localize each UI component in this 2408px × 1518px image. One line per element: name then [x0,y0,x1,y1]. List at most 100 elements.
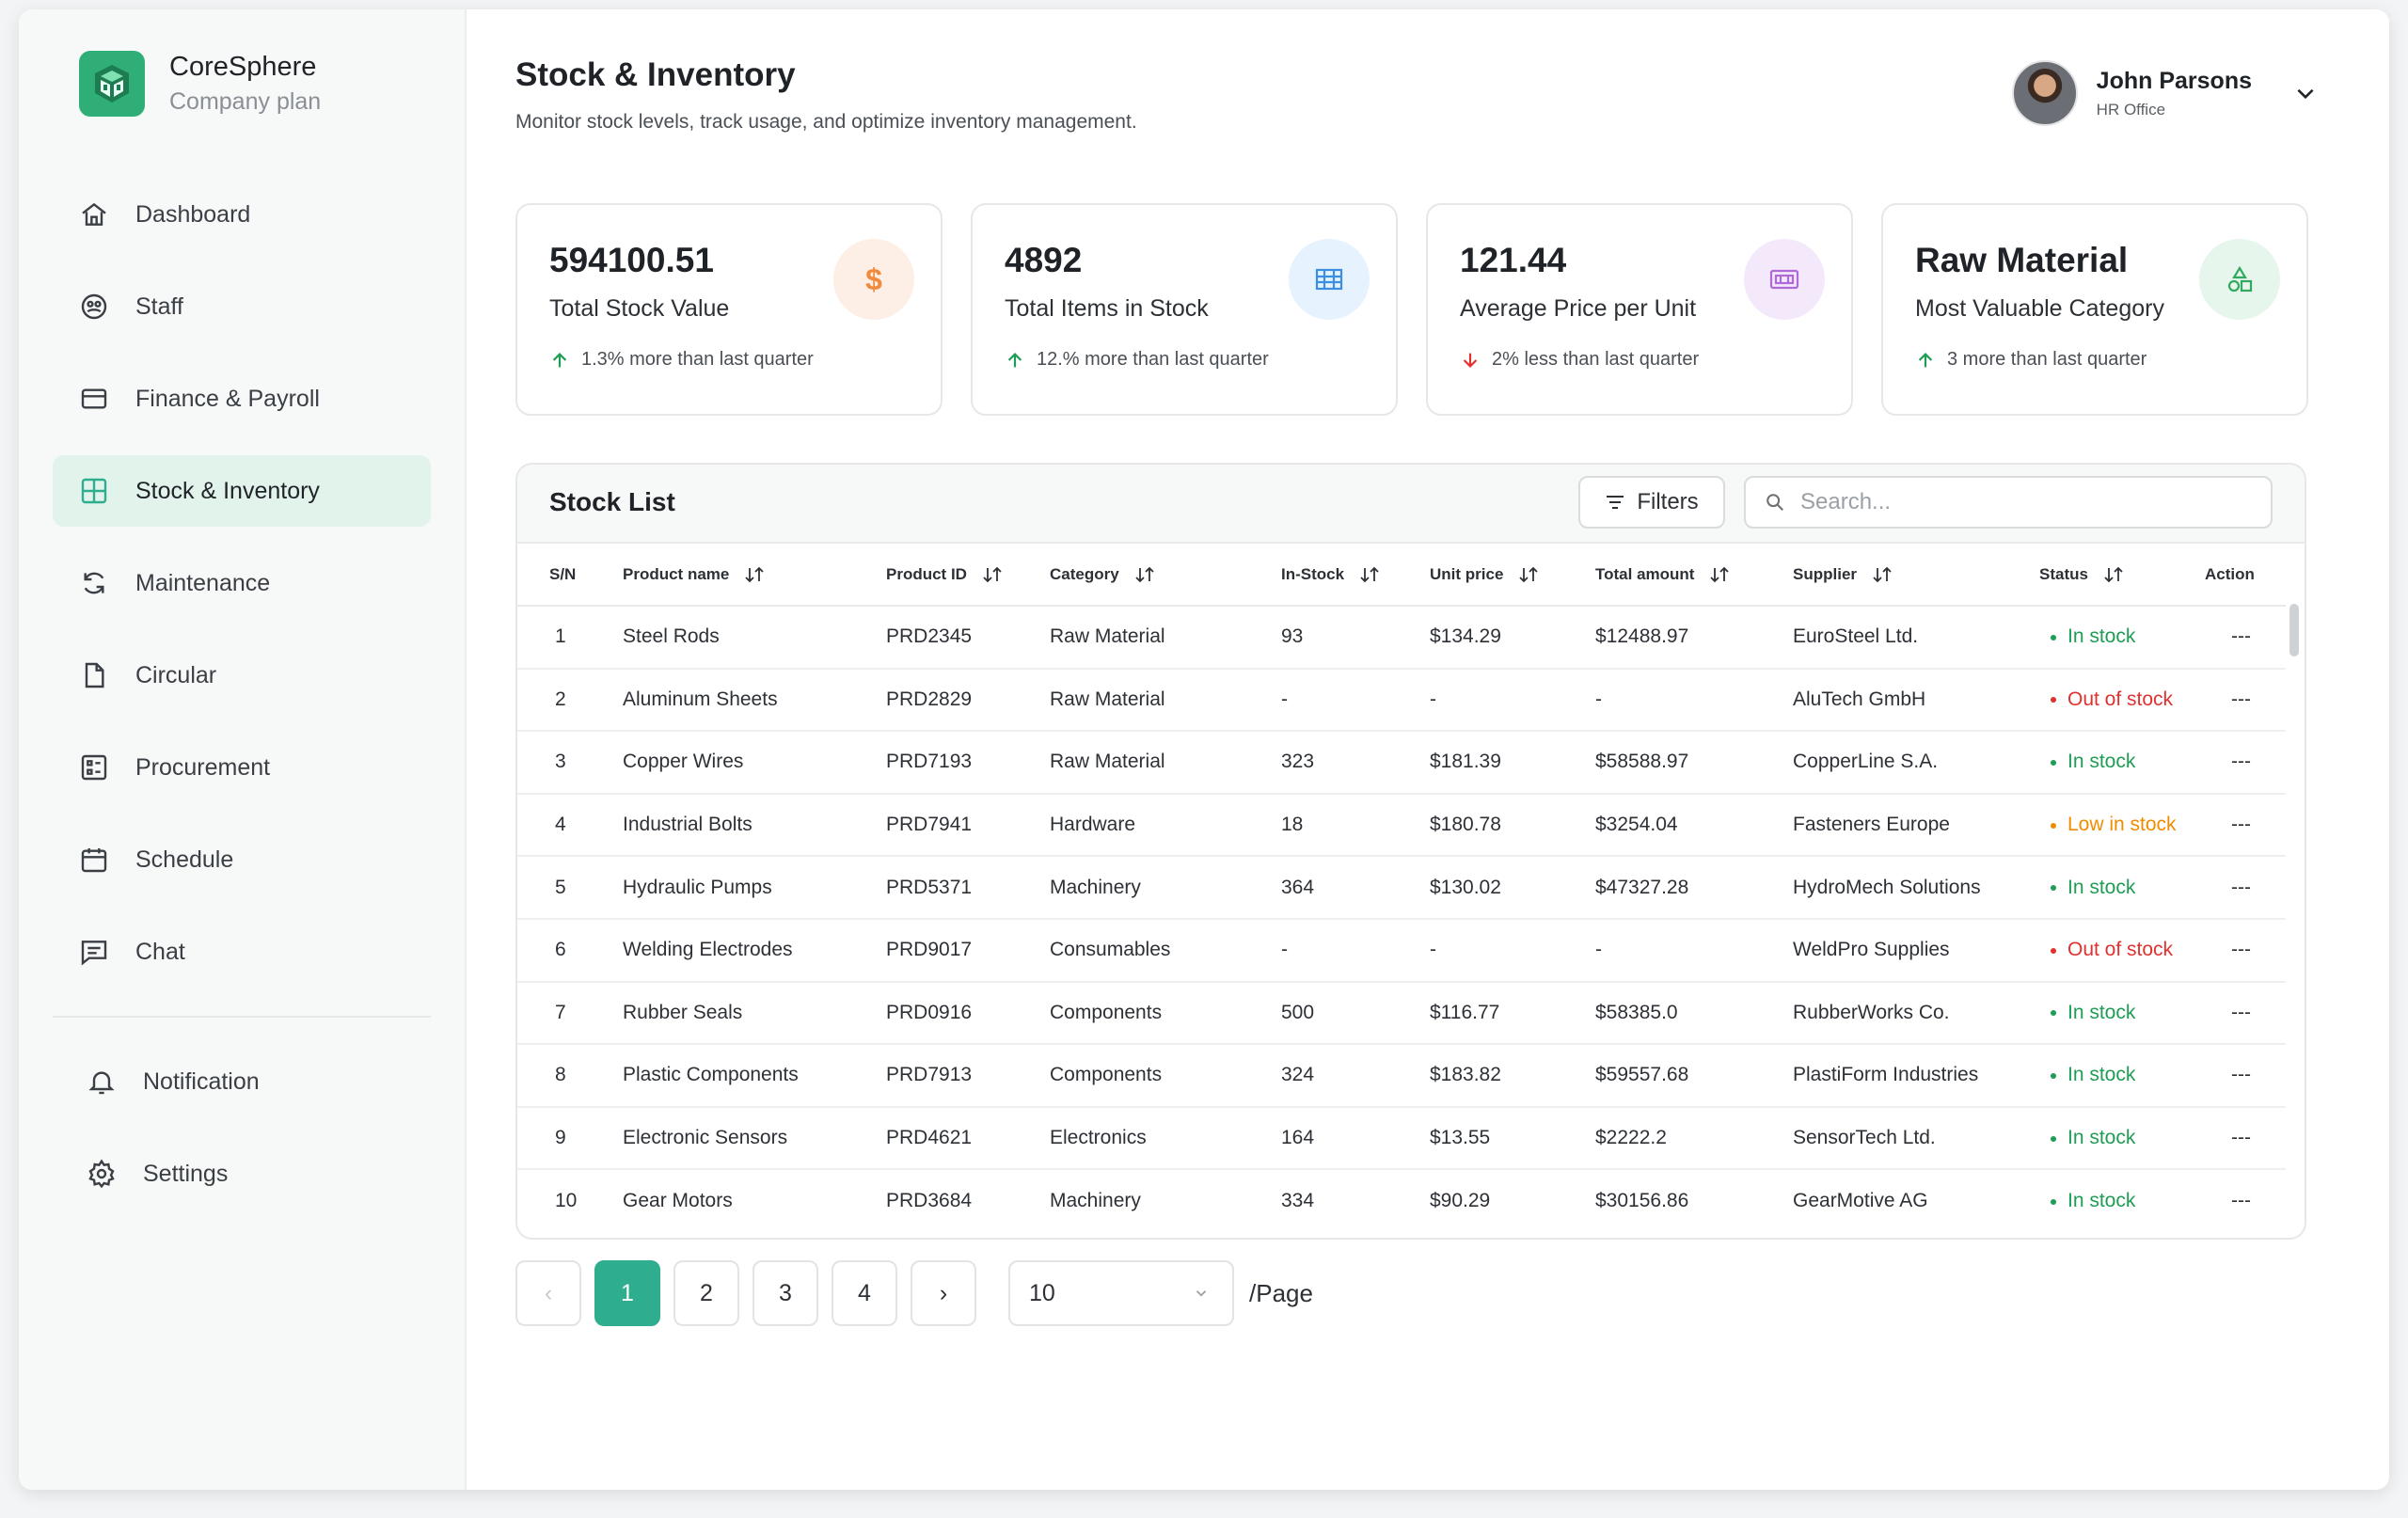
next-page-button[interactable]: › [911,1260,976,1326]
table-row[interactable]: 6 Welding Electrodes PRD9017 Consumables - - -… [517,918,2286,983]
brand-name: CoreSphere [169,52,317,82]
row-action-button[interactable]: --- [2205,793,2286,858]
sort-icon[interactable] [982,566,1003,583]
user-role: HR Office [2096,100,2166,119]
cell-total-amount: $47327.28 [1595,856,1793,920]
sidebar-item-notification[interactable]: Notification [53,1046,431,1117]
sidebar-item-label: Circular [135,661,217,688]
sidebar-item-stock[interactable]: Stock & Inventory [53,455,431,527]
sort-icon[interactable] [1134,566,1155,583]
cell-in-stock: 500 [1281,981,1430,1046]
row-action-button[interactable]: --- [2205,731,2286,795]
sort-icon[interactable] [744,566,765,583]
sort-icon[interactable] [1359,566,1380,583]
sidebar-item-maintenance[interactable]: Maintenance [53,547,431,619]
row-action-button[interactable]: --- [2205,1106,2286,1171]
stock-list-panel: Stock List Filters S/N [515,463,2306,1240]
table-scrollbar[interactable] [2289,604,2299,656]
table-row[interactable]: 7 Rubber Seals PRD0916 Components 500 $116.77… [517,981,2286,1046]
sidebar-item-schedule[interactable]: Schedule [53,824,431,895]
column-header-status[interactable]: Status [2039,544,2205,607]
row-action-button[interactable]: --- [2231,1190,2251,1212]
cell-status: Out of stock [2039,918,2205,983]
page-button-3[interactable]: 3 [752,1260,818,1326]
row-action-button[interactable]: --- [2205,981,2286,1046]
status-dot-icon [2051,759,2056,766]
cell-total-amount: $30156.86 [1595,1190,1689,1212]
column-header-supplier[interactable]: Supplier [1793,544,2039,607]
arrow-up-icon [1007,352,1022,367]
user-menu[interactable]: John Parsons HR Office [2011,60,2318,126]
column-header-in-stock[interactable]: In-Stock [1281,544,1430,607]
cell-supplier: WeldPro Supplies [1793,918,2039,983]
cell-status: In stock [2039,606,2205,670]
row-action-button[interactable]: --- [2205,1044,2286,1108]
kpi-trend: 12.% more than last quarter [1005,349,1364,371]
sidebar-item-dashboard[interactable]: Dashboard [53,179,431,250]
row-action-button[interactable]: --- [2205,918,2286,983]
sidebar-item-settings[interactable]: Settings [53,1138,431,1210]
row-action-button[interactable]: --- [2205,606,2286,670]
sidebar-item-procurement[interactable]: Procurement [53,732,431,803]
sort-icon[interactable] [1872,566,1893,583]
page-button-4[interactable]: 4 [832,1260,897,1326]
search-input[interactable] [1800,489,2252,515]
cell-unit-price: $90.29 [1430,1190,1491,1212]
table-row[interactable]: 2 Aluminum Sheets PRD2829 Raw Material - - - Al… [517,668,2286,733]
brand-plan: Company plan [169,88,322,115]
dollar-icon: $ [833,239,914,320]
sort-icon[interactable] [1518,566,1539,583]
cell-product-name: Aluminum Sheets [623,668,886,733]
filters-button[interactable]: Filters [1578,476,1725,529]
status-dot-icon [2051,1072,2056,1079]
filter-icon [1607,496,1624,509]
cell-sn: 6 [517,918,623,983]
user-name: John Parsons [2096,67,2252,94]
status-dot-icon [2051,885,2056,892]
page-button-2[interactable]: 2 [673,1260,739,1326]
status-badge: In stock [2067,1127,2136,1149]
sidebar-item-label: Finance & Payroll [135,385,320,412]
cell-sn: 7 [517,981,623,1046]
table-row[interactable]: 3 Copper Wires PRD7193 Raw Material 323 $181.… [517,731,2286,795]
table-row[interactable]: 4 Industrial Bolts PRD7941 Hardware 18 $180.7… [517,793,2286,858]
table-row[interactable]: 9 Electronic Sensors PRD4621 Electronics 164… [517,1106,2286,1171]
cell-product-id: PRD2829 [886,668,1050,733]
cell-category: Machinery [1050,856,1281,920]
sidebar-item-label: Stock & Inventory [135,477,320,504]
sidebar-nav: Dashboard Staff Finance & Payroll Stock … [53,179,431,1210]
sort-icon[interactable] [1709,566,1730,583]
prev-page-button[interactable]: ‹ [515,1260,581,1326]
cell-product-id: PRD7193 [886,731,1050,795]
sidebar-item-circular[interactable]: Circular [53,640,431,711]
status-dot-icon [2051,822,2056,829]
cell-product-name: Plastic Components [623,1044,886,1108]
per-page-select[interactable]: 10 [1008,1260,1234,1326]
sidebar-item-finance[interactable]: Finance & Payroll [53,363,431,435]
row-action-button[interactable]: --- [2205,856,2286,920]
table-row[interactable]: 10 Gear Motors PRD3684 Machinery 334 $90.29 $3… [517,1169,2286,1232]
cell-unit-price: $130.02 [1430,856,1595,920]
search-box [1744,476,2273,529]
chevron-down-icon[interactable] [2293,81,2318,105]
column-header-product-id[interactable]: Product ID [886,544,1050,607]
row-action-button[interactable]: --- [2205,668,2286,733]
kpi-card-most-valuable-category: Raw Material Most Valuable Category 3 mo… [1881,203,2308,416]
page-subtitle: Monitor stock levels, track usage, and o… [515,111,1137,133]
table-row[interactable]: 1 Steel Rods PRD2345 Raw Material 93 $134.29 $… [517,606,2286,670]
column-header-total-amount[interactable]: Total amount [1595,544,1793,607]
column-header-unit-price[interactable]: Unit price [1430,544,1595,607]
sidebar-item-label: Notification [143,1067,260,1095]
column-header-product-name[interactable]: Product name [623,544,886,607]
table-row[interactable]: 5 Hydraulic Pumps PRD5371 Machinery 364 $130.… [517,856,2286,920]
cell-in-stock: - [1281,668,1430,733]
status-badge: In stock [2067,1064,2136,1086]
column-header-category[interactable]: Category [1050,544,1281,607]
sidebar-item-staff[interactable]: Staff [53,271,431,342]
sidebar-item-chat[interactable]: Chat [53,916,431,988]
kpi-label: Average Price per Unit [1460,295,1697,322]
page-button-1[interactable]: 1 [594,1260,660,1326]
sort-icon[interactable] [2103,566,2124,583]
kpi-value: 4892 [1005,241,1083,279]
table-row[interactable]: 8 Plastic Components PRD7913 Components 324 $… [517,1044,2286,1108]
